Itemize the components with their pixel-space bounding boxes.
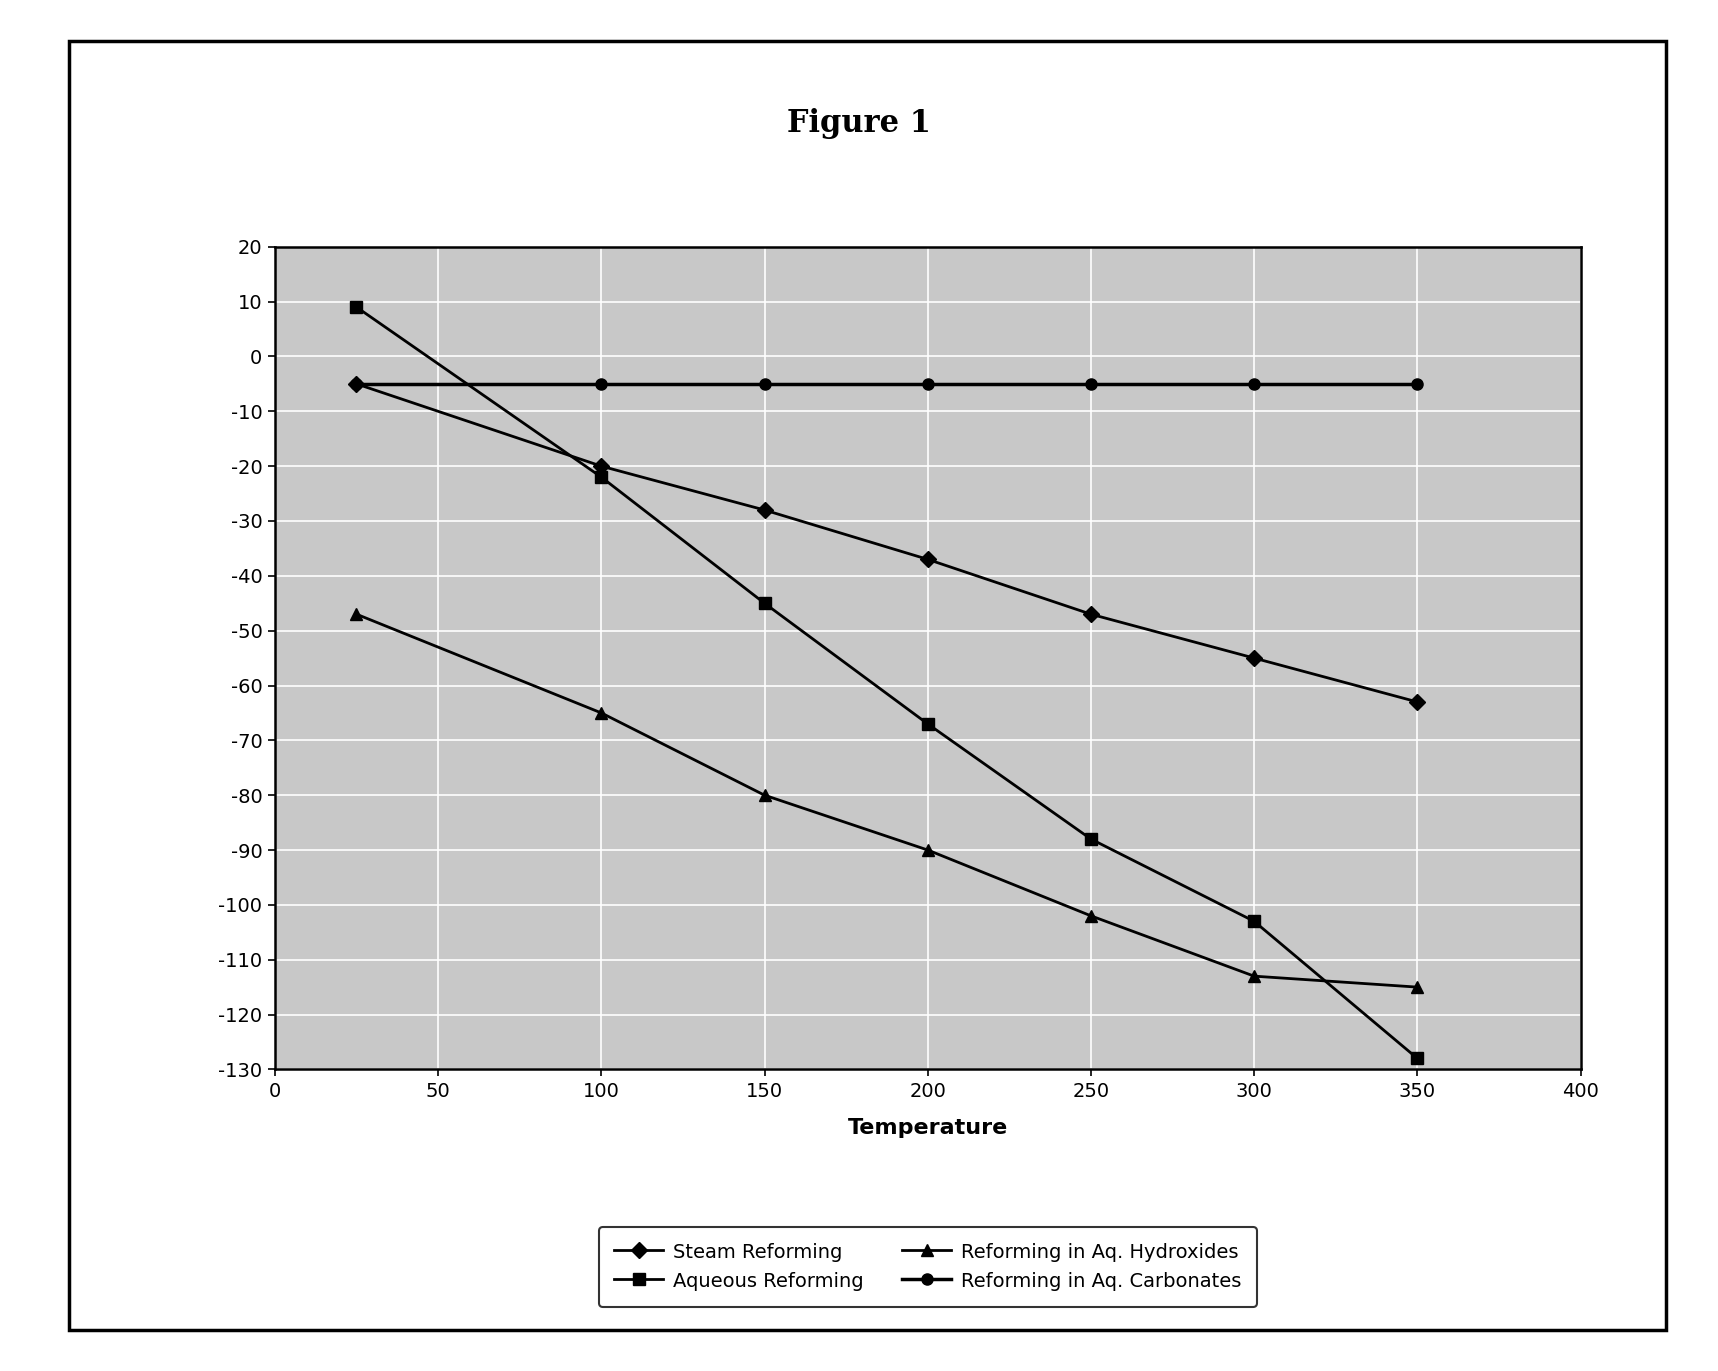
Steam Reforming [1407, 694, 1428, 710]
Reforming in Aq. Carbonates [591, 376, 612, 392]
Reforming in Aq. Hydroxides [345, 606, 368, 622]
Reforming in Aq. Hydroxides [591, 705, 612, 721]
Aqueous Reforming [591, 469, 612, 485]
Reforming in Aq. Carbonates [1244, 376, 1264, 392]
Line: Reforming in Aq. Hydroxides: Reforming in Aq. Hydroxides [350, 607, 1424, 994]
Reforming in Aq. Carbonates [345, 376, 368, 392]
Aqueous Reforming [1244, 913, 1264, 930]
Steam Reforming [1081, 606, 1101, 622]
Aqueous Reforming [1081, 831, 1101, 847]
Aqueous Reforming [754, 595, 775, 611]
Text: Figure 1: Figure 1 [787, 108, 931, 138]
Reforming in Aq. Hydroxides [1407, 979, 1428, 995]
Steam Reforming [917, 551, 938, 568]
Line: Aqueous Reforming: Aqueous Reforming [350, 302, 1423, 1064]
Aqueous Reforming [345, 299, 368, 315]
Reforming in Aq. Carbonates [1407, 376, 1428, 392]
Steam Reforming [345, 376, 368, 392]
Steam Reforming [1244, 650, 1264, 666]
Steam Reforming [591, 458, 612, 474]
Reforming in Aq. Carbonates [754, 376, 775, 392]
Legend: Steam Reforming, Aqueous Reforming, Reforming in Aq. Hydroxides, Reforming in Aq: Steam Reforming, Aqueous Reforming, Refo… [600, 1227, 1256, 1307]
Aqueous Reforming [1407, 1050, 1428, 1067]
Reforming in Aq. Carbonates [917, 376, 938, 392]
Line: Reforming in Aq. Carbonates: Reforming in Aq. Carbonates [350, 378, 1423, 389]
X-axis label: Temperature: Temperature [847, 1117, 1008, 1138]
Steam Reforming [754, 502, 775, 518]
Reforming in Aq. Hydroxides [1244, 968, 1264, 984]
Reforming in Aq. Carbonates [1081, 376, 1101, 392]
Reforming in Aq. Hydroxides [917, 842, 938, 858]
Line: Steam Reforming: Steam Reforming [350, 378, 1423, 707]
Aqueous Reforming [917, 716, 938, 732]
Reforming in Aq. Hydroxides [1081, 908, 1101, 924]
Reforming in Aq. Hydroxides [754, 787, 775, 803]
